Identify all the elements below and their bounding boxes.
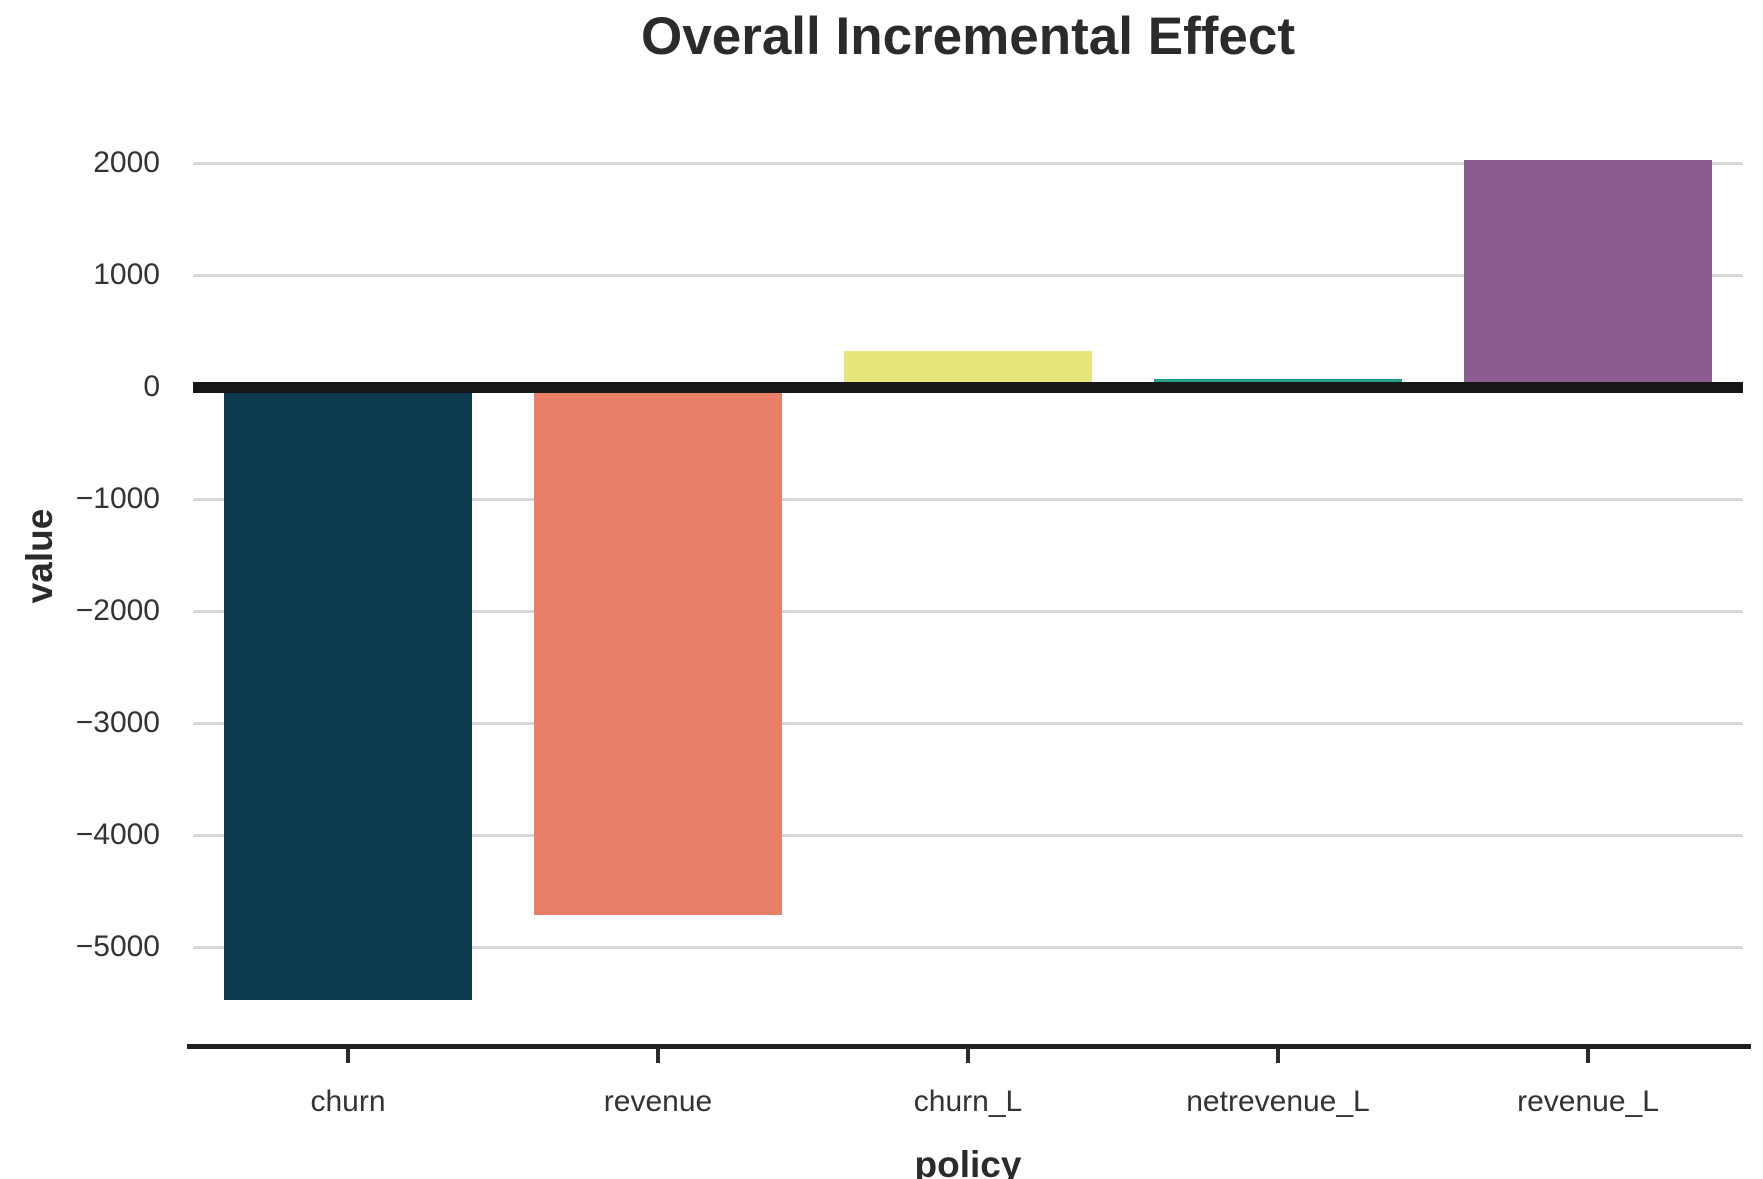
y-tick-labels: 2000 1000 0 −1000 −2000 −3000 −4000 −5000 [0, 115, 160, 1046]
zero-line [193, 381, 1743, 393]
x-tick-mark [656, 1049, 660, 1063]
y-tick-label: −2000 [75, 594, 160, 628]
y-tick-label: 0 [143, 370, 160, 404]
bar-revenue [534, 387, 782, 915]
y-tick-label: −3000 [75, 706, 160, 740]
grid-line [193, 609, 1743, 613]
y-tick-label: −1000 [75, 482, 160, 516]
y-tick-label: −4000 [75, 818, 160, 852]
grid-line [193, 161, 1743, 165]
grid-line [193, 497, 1743, 501]
x-tick-label-revenue_L: revenue_L [1517, 1085, 1659, 1118]
grid-line [193, 945, 1743, 949]
grid-line [193, 833, 1743, 837]
y-tick-label: 2000 [93, 146, 160, 180]
grid-line [193, 721, 1743, 725]
grid-line [193, 273, 1743, 277]
x-tick-label-churn: churn [310, 1085, 386, 1118]
x-tick-mark [1276, 1049, 1280, 1063]
x-tick-labels: churn revenue churn_L netrevenue_L revenue_L [193, 1082, 1743, 1122]
x-tick-mark [346, 1049, 350, 1063]
x-axis-line [187, 1044, 1751, 1049]
x-tick-label-churn_L: churn_L [913, 1085, 1023, 1118]
y-tick-label: −5000 [75, 930, 160, 964]
x-tick-label-revenue: revenue [603, 1085, 713, 1118]
bar-churn [224, 387, 472, 1001]
y-tick-label: 1000 [93, 258, 160, 292]
bar-churn_L [844, 351, 1092, 388]
x-tick-label-netrevenue_L: netrevenue_L [1186, 1085, 1370, 1118]
x-tick-mark [1586, 1049, 1590, 1063]
plot-area [187, 115, 1751, 1063]
chart-title: Overall Incremental Effect [641, 7, 1295, 66]
x-tick-mark [966, 1049, 970, 1063]
x-axis-label: policy [914, 1144, 1022, 1179]
bar-revenue_L [1464, 159, 1712, 388]
